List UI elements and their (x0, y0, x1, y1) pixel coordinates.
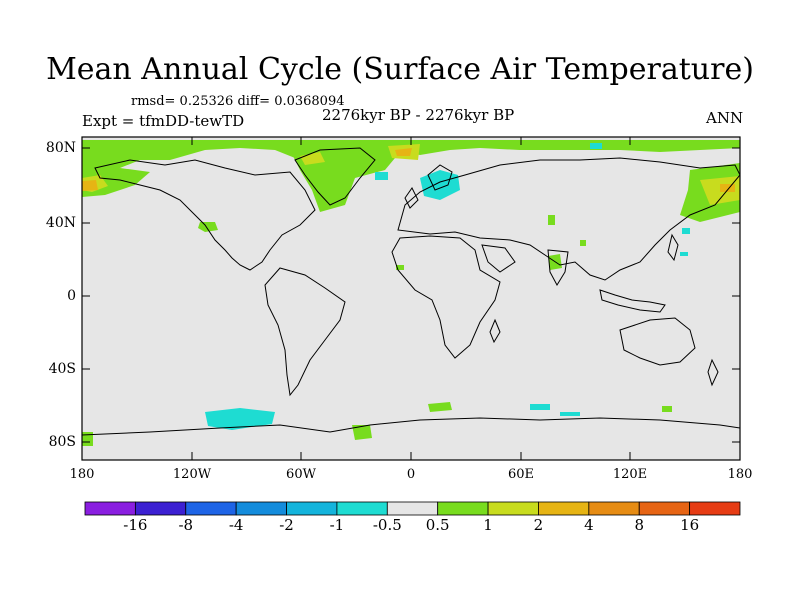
colorbar-swatch-5 (336, 501, 388, 516)
lat-label-80s: 80S (48, 434, 76, 450)
colorbar (84, 501, 741, 516)
colorbar-tick-label: -16 (123, 516, 148, 534)
colorbar-tick-label: 0.5 (425, 516, 450, 534)
lat-label-40s: 40S (48, 361, 76, 377)
lon-label-180e: 180 (727, 467, 753, 482)
lat-label-40n: 40N (45, 215, 76, 231)
experiment-label: Expt = tfmDD-tewTD (82, 112, 245, 130)
colorbar-tick-label: 16 (680, 516, 700, 534)
colorbar-swatch-9 (538, 501, 590, 516)
colorbar-swatch-0 (84, 501, 136, 516)
coastlines (82, 147, 740, 436)
lon-label-180w: 180 (69, 467, 95, 482)
colorbar-tick-label: -2 (279, 516, 294, 534)
map-title: Mean Annual Cycle (Surface Air Temperatu… (46, 52, 754, 87)
colorbar-tick-label: -0.5 (372, 516, 402, 534)
colorbar-swatch-3 (235, 501, 287, 516)
colorbar-tick-label: 2 (533, 516, 544, 534)
lat-label-80n: 80N (45, 140, 76, 156)
colorbar-tick-label: -4 (228, 516, 244, 534)
colorbar-tick-label: 4 (584, 516, 594, 534)
colorbar-swatch-10 (588, 501, 640, 516)
lon-label-120w: 120W (172, 467, 212, 482)
season-label: ANN (706, 109, 744, 127)
lon-label-60w: 60W (286, 467, 316, 482)
lat-label-eq: 0 (67, 288, 76, 304)
lon-label-0: 0 (406, 467, 416, 482)
colorbar-swatch-4 (286, 501, 338, 516)
colorbar-swatch-6 (386, 501, 439, 516)
rmsd-diff-stats: rmsd= 0.25326 diff= 0.0368094 (131, 94, 345, 109)
colorbar-swatch-12 (689, 501, 741, 516)
lon-label-120e: 120E (612, 467, 648, 482)
map-plot-area (82, 137, 740, 460)
colorbar-tick-label: 1 (483, 516, 493, 534)
anomaly-peak-positive-field (82, 148, 735, 192)
colorbar-tick-label: -8 (178, 516, 194, 534)
colorbar-swatch-2 (185, 501, 237, 516)
colorbar-swatch-1 (134, 501, 187, 516)
colorbar-tick-label: -1 (329, 516, 345, 534)
colorbar-swatch-11 (638, 501, 691, 516)
colorbar-swatch-8 (487, 501, 539, 516)
colorbar-tick-label: 8 (634, 516, 644, 534)
colorbar-swatch-7 (437, 501, 489, 516)
period-label: 2276kyr BP - 2276kyr BP (322, 106, 515, 124)
axis-ticks (81, 137, 741, 460)
lon-label-60e: 60E (507, 467, 535, 482)
